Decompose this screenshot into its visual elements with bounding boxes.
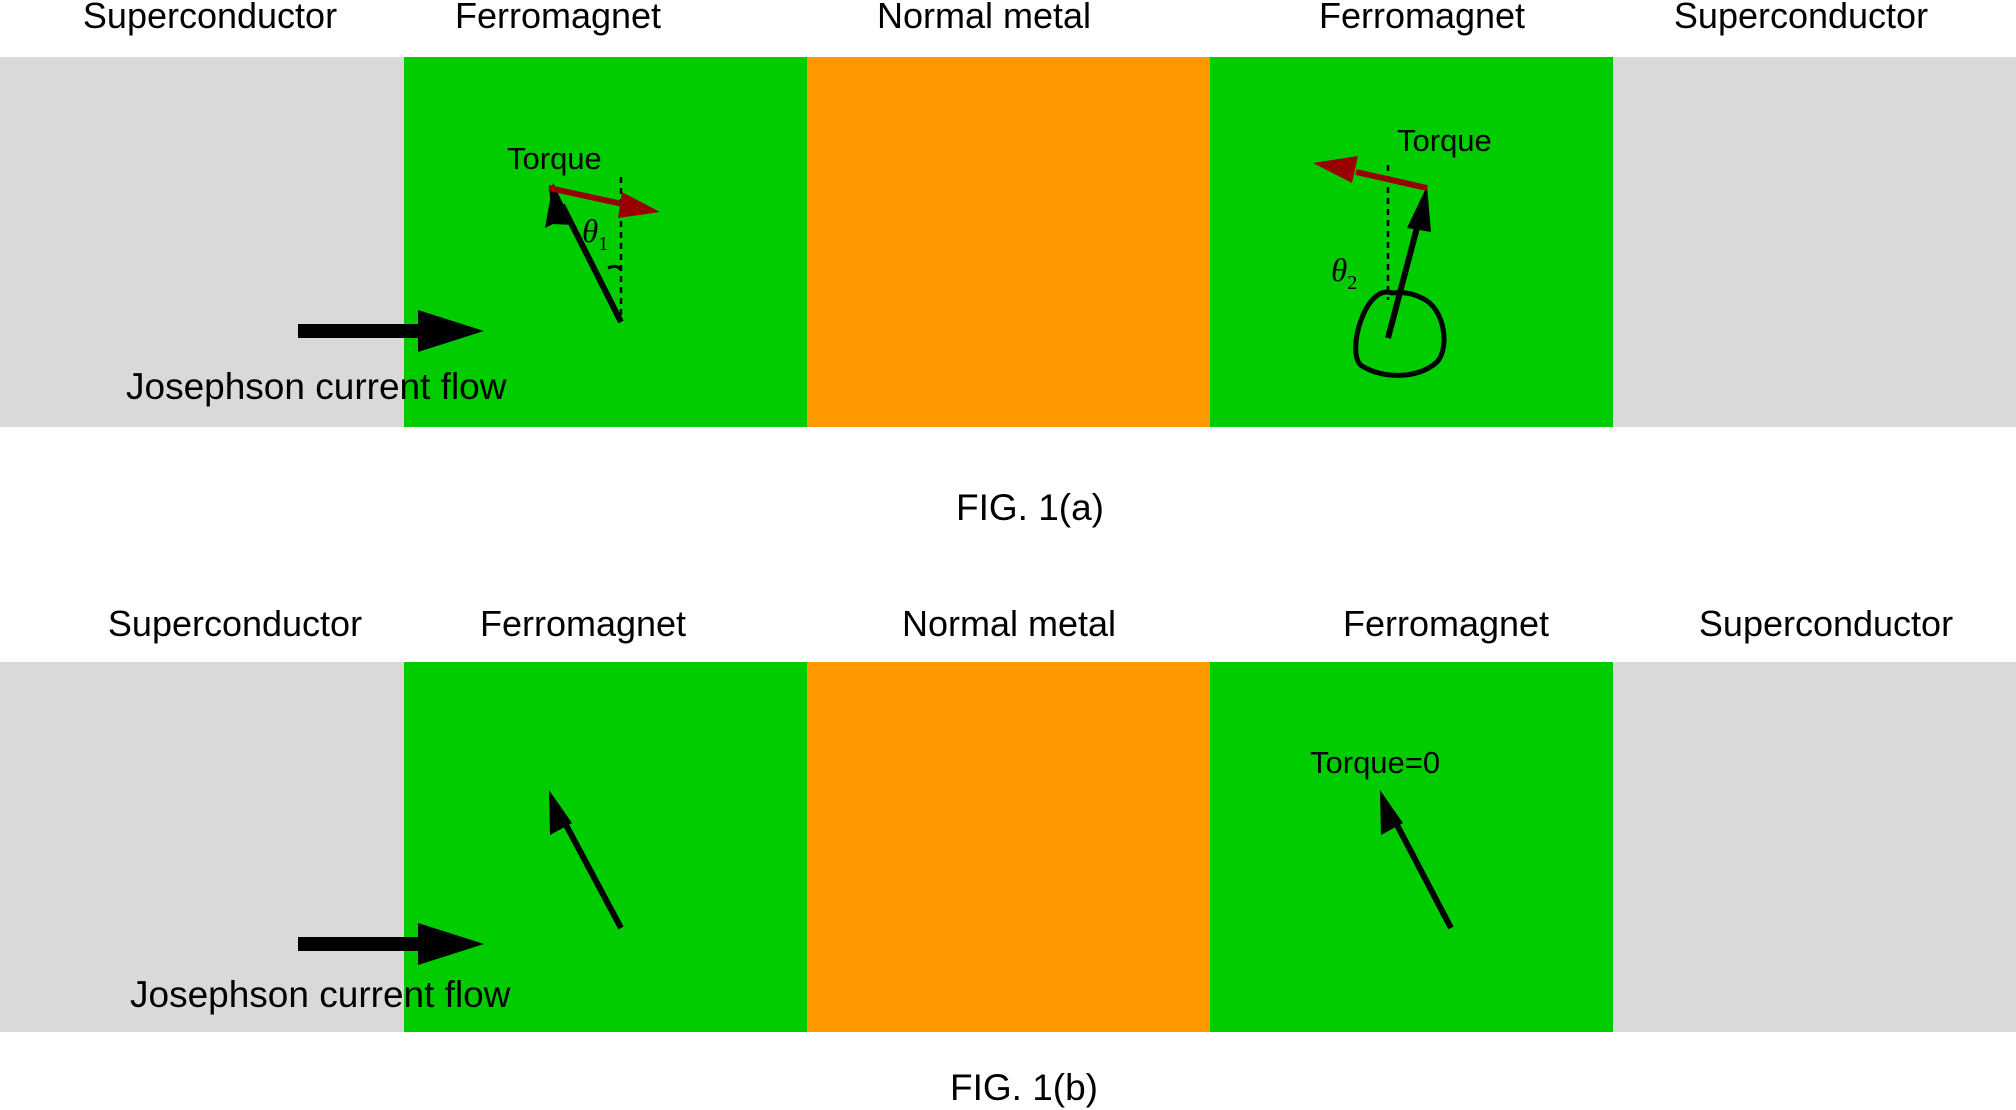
torque-label-left-a: Torque [507, 141, 602, 176]
torque-zero-label-b: Torque=0 [1310, 745, 1440, 780]
label-ferromagnet-right-a: Ferromagnet [1319, 0, 1525, 36]
superconductor-left-layer-b [0, 662, 404, 1032]
torque-arrow-left-a-shaft [548, 185, 628, 208]
panel-b: Superconductor Ferromagnet Normal metal … [0, 603, 2016, 1108]
caption-a: FIG. 1(a) [956, 487, 1104, 528]
label-superconductor-right-a: Superconductor [1674, 0, 1928, 36]
torque-arrow-right-a-shaft [1355, 169, 1428, 191]
torque-arrow-left-a-head [618, 192, 660, 218]
normal-metal-layer-a [807, 57, 1210, 427]
theta1-symbol-a: θ1 [582, 214, 608, 255]
label-superconductor-left-b: Superconductor [108, 603, 362, 644]
magnetization-arrow-right-a-shaft [1385, 219, 1422, 339]
magnetization-arrow-left-b-shaft [562, 821, 624, 930]
label-ferromagnet-left-a: Ferromagnet [455, 0, 661, 36]
label-superconductor-left-a: Superconductor [83, 0, 337, 36]
label-ferromagnet-left-b: Ferromagnet [480, 603, 686, 644]
label-normal-metal-a: Normal metal [877, 0, 1091, 36]
magnetization-arrow-right-a-head [1407, 186, 1431, 232]
normal-metal-layer-b [807, 662, 1210, 1032]
panel-a: Superconductor Ferromagnet Normal metal … [0, 0, 2016, 528]
ferromagnet-left-layer-a [404, 57, 807, 427]
current-label-b: Josephson current flow [130, 974, 511, 1015]
angle-arc-left-a [607, 264, 623, 271]
ferromagnet-left-layer-b [404, 662, 807, 1032]
magnetization-arrow-left-b-head [549, 790, 572, 835]
label-ferromagnet-right-b: Ferromagnet [1343, 603, 1549, 644]
current-arrow-head-a [418, 310, 484, 352]
superconductor-right-layer-b [1613, 662, 2016, 1032]
magnetization-arrow-left-a-tip [545, 183, 569, 228]
current-label-a: Josephson current flow [126, 366, 507, 407]
current-arrow-head-b [418, 923, 484, 965]
torque-label-right-a: Torque [1397, 123, 1492, 158]
label-superconductor-right-b: Superconductor [1699, 603, 1953, 644]
label-normal-metal-b: Normal metal [902, 603, 1116, 644]
magnetization-arrow-right-b-head [1380, 790, 1403, 835]
precession-loop-right-a [1353, 289, 1447, 378]
superconductor-right-layer-a [1613, 57, 2016, 427]
theta2-symbol-a: θ2 [1331, 253, 1357, 294]
caption-b: FIG. 1(b) [950, 1067, 1098, 1108]
superconductor-left-layer-a [0, 57, 404, 427]
torque-arrow-right-a-head [1313, 156, 1358, 183]
magnetization-arrow-right-b-shaft [1393, 821, 1454, 930]
